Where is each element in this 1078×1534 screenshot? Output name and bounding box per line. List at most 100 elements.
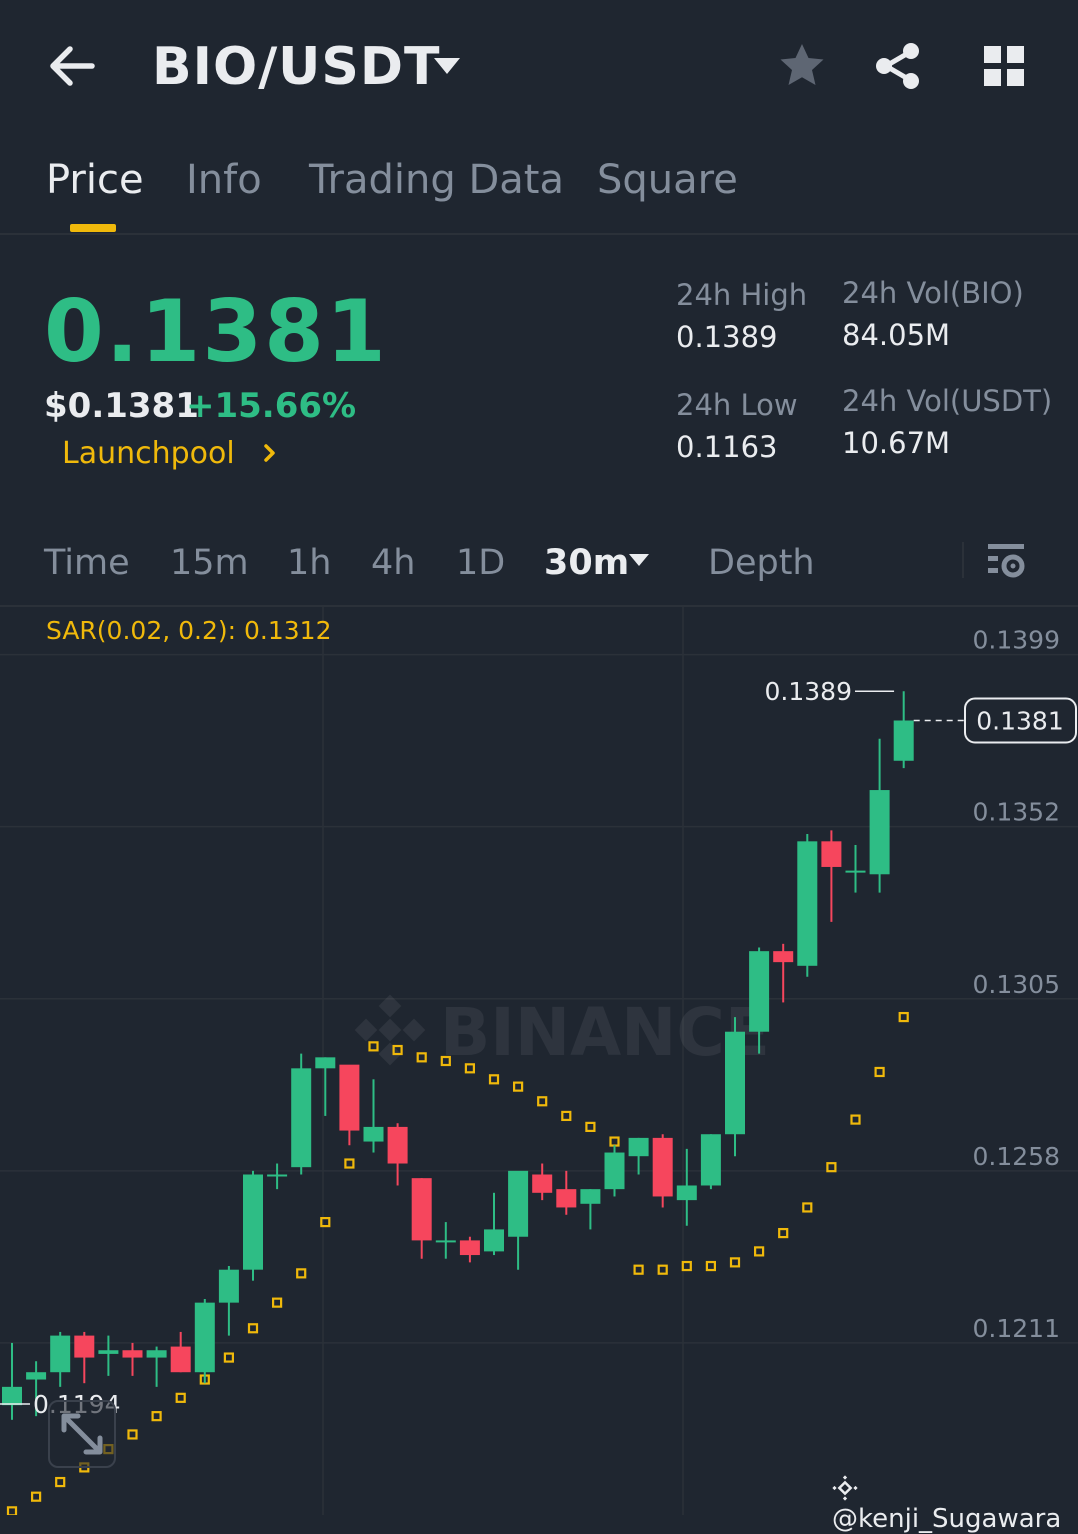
candle-body <box>339 1064 360 1131</box>
interval-30m[interactable]: 30m <box>544 543 630 583</box>
candle-body <box>532 1174 553 1193</box>
candle-body <box>435 1240 456 1243</box>
candle-body <box>652 1137 673 1197</box>
tab-price[interactable]: Price <box>46 157 144 203</box>
candle-body <box>26 1372 47 1380</box>
binance-logo-icon <box>832 1475 858 1501</box>
vol-usdt-value: 10.67M <box>842 426 951 460</box>
active-tab-indicator <box>70 224 116 232</box>
y-axis-tick-label: 0.1399 <box>973 626 1060 655</box>
sar-dot <box>416 1052 427 1063</box>
candle-body <box>74 1335 95 1358</box>
candle-body <box>411 1178 432 1241</box>
sar-dot <box>175 1392 186 1403</box>
candle-body <box>869 790 890 875</box>
interval-1h[interactable]: 1h <box>287 543 332 583</box>
last-price: 0.1381 <box>44 282 388 382</box>
sar-dot <box>537 1096 548 1107</box>
tab-info[interactable]: Info <box>186 157 262 203</box>
interval-time[interactable]: Time <box>44 543 130 583</box>
current-price-box <box>964 697 1077 744</box>
candle-body <box>749 951 770 1032</box>
candle-body <box>146 1350 167 1358</box>
chart-settings-icon[interactable] <box>984 538 1030 584</box>
sar-dot <box>272 1297 283 1308</box>
sar-dot <box>609 1136 620 1147</box>
launchpool-label: Launchpool <box>62 436 235 471</box>
sar-dot <box>464 1063 475 1074</box>
sar-indicator-label: SAR(0.02, 0.2): 0.1312 <box>46 616 332 645</box>
high-24h-value: 0.1389 <box>676 320 778 354</box>
sar-dot <box>127 1429 138 1440</box>
candle-body <box>122 1350 143 1358</box>
interval-4h[interactable]: 4h <box>371 543 416 583</box>
sar-dot <box>898 1011 909 1023</box>
sar-dot <box>729 1257 741 1268</box>
candle-body <box>194 1302 215 1373</box>
sar-dot <box>850 1114 861 1125</box>
candle-body <box>484 1229 504 1252</box>
y-axis-tick-label: 0.1211 <box>973 1314 1060 1343</box>
sar-dot <box>30 1491 42 1502</box>
candle-body <box>604 1152 625 1190</box>
watermark-brand: BINANCE <box>440 994 770 1071</box>
pair-title[interactable]: BIO/USDT <box>152 37 441 97</box>
interval-1d[interactable]: 1D <box>456 543 506 583</box>
candle-body <box>363 1126 384 1142</box>
low-24h-label: 24h Low <box>676 388 798 422</box>
candle-body <box>50 1335 71 1373</box>
interval-15m[interactable]: 15m <box>170 543 249 583</box>
sar-dot <box>55 1476 66 1488</box>
chart-top-border <box>0 605 1078 607</box>
grid-icon[interactable] <box>980 42 1028 90</box>
candle-body <box>267 1174 288 1177</box>
price-change-percent: +15.66% <box>186 386 357 426</box>
interval-depth[interactable]: Depth <box>708 543 815 583</box>
share-icon[interactable] <box>872 40 924 92</box>
candle-body <box>218 1269 239 1303</box>
sar-dot <box>657 1264 668 1275</box>
vol-bio-value: 84.05M <box>842 318 951 352</box>
candle-body <box>170 1346 191 1373</box>
back-button[interactable] <box>42 36 106 96</box>
chevron-right-icon <box>264 444 276 462</box>
expand-chart-button[interactable] <box>48 1400 116 1468</box>
candle-body <box>387 1126 408 1164</box>
sar-dot <box>753 1246 765 1257</box>
tab-trading-data[interactable]: Trading Data <box>309 157 564 203</box>
sar-dot <box>633 1264 644 1275</box>
sar-dot <box>874 1066 885 1078</box>
candlestick-chart[interactable]: BINANCE 0.1399 0.1352 0.1305 0.1258 0.1211 0… <box>0 607 1078 1515</box>
caret-down-icon[interactable] <box>432 54 462 78</box>
candle-body <box>797 841 818 966</box>
watermark-user: @kenji_Sugawara <box>832 1474 1078 1534</box>
sar-dot <box>392 1044 403 1056</box>
sar-dot <box>223 1352 234 1363</box>
current-price-label: 0.1381 <box>976 707 1063 736</box>
candle-body <box>893 720 914 761</box>
interval-caret-icon[interactable] <box>628 552 650 572</box>
candle-body <box>2 1386 22 1406</box>
candle-body <box>676 1185 697 1201</box>
usd-price: $0.1381 <box>44 386 199 426</box>
y-axis-tick-label: 0.1305 <box>973 970 1060 999</box>
tab-square[interactable]: Square <box>597 157 738 203</box>
candle-body <box>725 1031 745 1135</box>
star-icon[interactable] <box>776 40 828 92</box>
vol-bio-label: 24h Vol(BIO) <box>842 276 1024 310</box>
candle-body <box>580 1189 601 1204</box>
sar-dot <box>802 1202 813 1213</box>
sar-dot <box>681 1260 692 1272</box>
sar-dot <box>320 1216 331 1228</box>
candle-body <box>773 951 794 963</box>
sar-dot <box>247 1323 259 1334</box>
expand-icon <box>61 1413 103 1455</box>
candle-body <box>243 1174 263 1270</box>
launchpool-link[interactable]: Launchpool <box>62 436 280 471</box>
sar-dot <box>488 1074 500 1085</box>
candle-body <box>315 1057 336 1069</box>
candle-body <box>821 841 842 867</box>
y-axis-tick-label: 0.1258 <box>973 1142 1060 1171</box>
sar-dot <box>561 1110 572 1122</box>
vol-usdt-label: 24h Vol(USDT) <box>842 384 1053 418</box>
